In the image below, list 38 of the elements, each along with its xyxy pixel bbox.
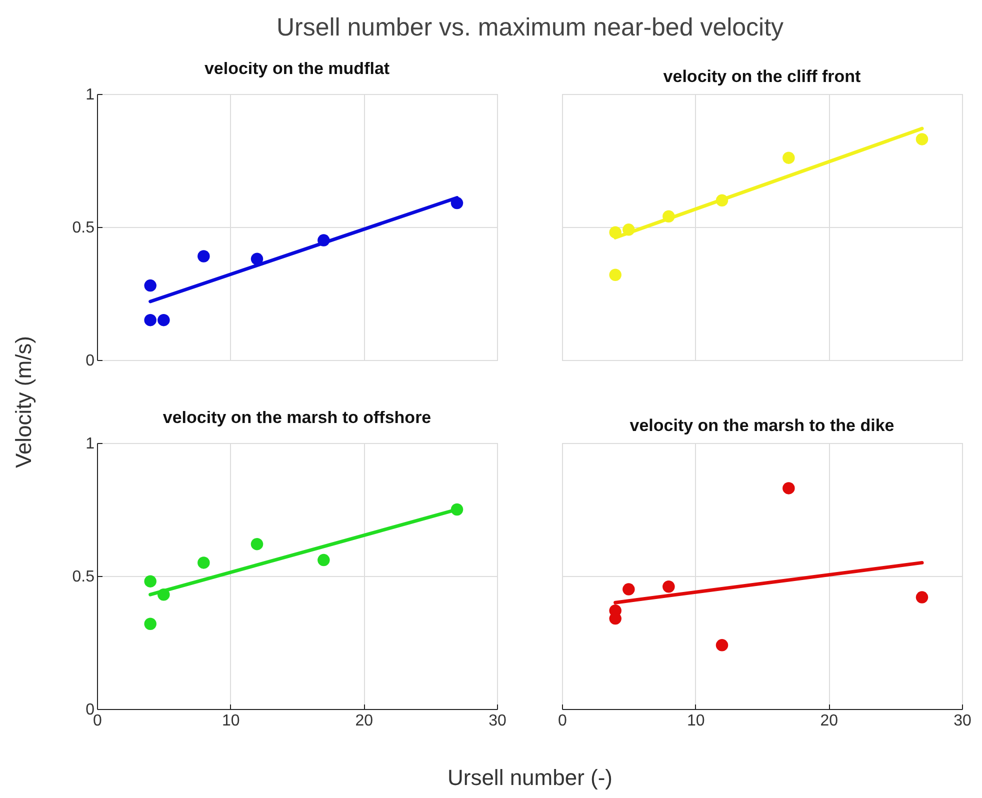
x-axis-title: Ursell number (-) — [447, 765, 613, 791]
point — [158, 314, 170, 326]
x-tick-label: 10 — [222, 712, 240, 730]
point — [916, 591, 928, 604]
point — [318, 554, 330, 566]
y-tick-label: 1 — [86, 436, 95, 452]
point — [662, 580, 675, 593]
x-tick-label: 0 — [558, 712, 568, 730]
point — [609, 268, 622, 281]
point — [198, 250, 210, 262]
chart-title: velocity on the marsh to offshore — [162, 408, 432, 427]
point — [782, 482, 795, 494]
text: Ursell number vs. maximum near-bed velocity — [276, 14, 784, 42]
y-tick-label: 0.5 — [72, 568, 95, 586]
y-tick-label: 0 — [86, 352, 95, 370]
x-tick-label: 20 — [820, 712, 838, 730]
x-tick-label: 10 — [686, 712, 705, 730]
x-tick-label: 20 — [355, 712, 374, 730]
point — [782, 152, 795, 164]
point — [144, 279, 156, 292]
y-tick-label: 1 — [86, 86, 95, 104]
x-tick-label: 30 — [954, 712, 972, 730]
y-tick-label: 0 — [86, 702, 95, 718]
point — [250, 538, 264, 550]
x-tick-label: 30 — [488, 712, 506, 730]
y-tick-label: 0.5 — [72, 220, 95, 236]
chart-title: velocity on the cliff front — [663, 67, 862, 86]
chart-title: velocity on the mudflat — [204, 59, 390, 78]
point — [622, 583, 635, 596]
point — [250, 252, 264, 266]
chart-title: velocity on the marsh to the dike — [630, 416, 894, 435]
point — [716, 639, 728, 652]
point — [198, 556, 210, 569]
point — [144, 314, 156, 326]
point — [916, 133, 928, 146]
point — [144, 618, 156, 630]
point — [144, 575, 156, 588]
y-axis-title: Velocity (m/s) — [11, 336, 37, 468]
